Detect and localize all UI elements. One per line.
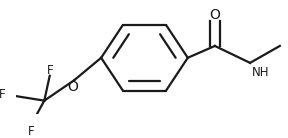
Text: F: F xyxy=(0,88,6,101)
Text: NH: NH xyxy=(251,66,269,79)
Text: O: O xyxy=(209,8,220,22)
Text: F: F xyxy=(46,64,53,77)
Text: O: O xyxy=(67,79,78,94)
Text: F: F xyxy=(27,125,34,138)
